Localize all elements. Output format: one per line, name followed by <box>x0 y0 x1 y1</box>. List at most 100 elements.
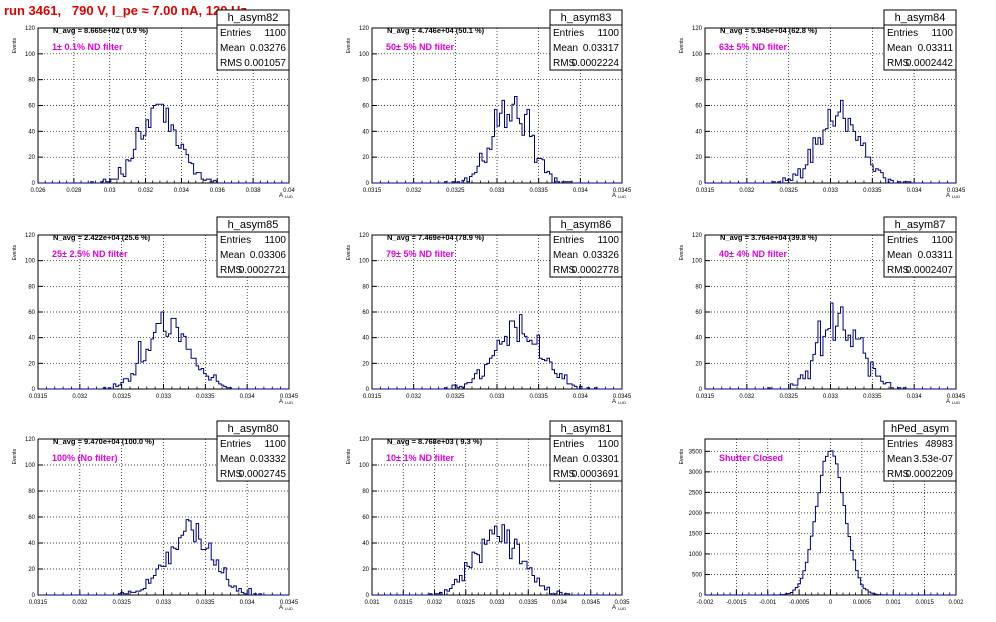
stats-rms-label: RMS <box>220 469 243 480</box>
stats-entries-label: Entries <box>220 439 251 450</box>
stats-mean-label: Mean <box>887 454 912 465</box>
x-tick-label: 0.032 <box>427 600 443 606</box>
x-axis-symbol: A <box>612 193 616 199</box>
y-tick-label: 3000 <box>689 470 703 476</box>
x-axis-subscript: LUD <box>618 194 626 199</box>
x-axis-subscript: LUD <box>285 400 293 405</box>
stats-entries-value: 1100 <box>597 439 619 450</box>
x-tick-label: 0.0335 <box>863 188 882 194</box>
stats-rms-label: RMS <box>553 58 576 69</box>
x-tick-label: 0.0335 <box>196 600 215 606</box>
stats-box <box>549 9 623 71</box>
x-tick-label: 0.032 <box>739 394 755 400</box>
stats-mean-value: 0.03326 <box>583 250 620 261</box>
filter-label: 79± 5% ND filter <box>386 249 454 259</box>
stats-entries-value: 1100 <box>931 28 953 39</box>
y-tick-label: 40 <box>695 129 702 135</box>
y-tick-label: 80 <box>28 78 35 84</box>
y-tick-label: 60 <box>28 104 35 110</box>
filter-label: 10± 1% ND filter <box>386 453 454 463</box>
x-tick-label: 0.033 <box>823 394 839 400</box>
y-axis-title: Events <box>346 38 352 54</box>
y-tick-label: 100 <box>25 52 36 58</box>
y-tick-label: 2000 <box>689 511 703 517</box>
y-axis-title: Events <box>346 449 352 465</box>
x-axis-subscript: LUD <box>618 400 626 405</box>
x-axis-symbol: A <box>279 399 283 405</box>
x-axis-symbol: A <box>612 605 616 611</box>
stats-title: h_asym81 <box>561 423 612 435</box>
y-tick-label: 80 <box>695 284 702 290</box>
histogram-line <box>705 99 956 184</box>
y-tick-label: 0 <box>366 387 370 393</box>
x-tick-label: 0.0315 <box>29 394 48 400</box>
y-tick-label: 80 <box>28 284 35 290</box>
x-tick-label: 0.0345 <box>280 600 299 606</box>
stats-mean-label: Mean <box>220 250 245 261</box>
x-tick-label: 0.04 <box>283 188 295 194</box>
x-tick-label: 0.0315 <box>363 394 382 400</box>
x-tick-label: 0.035 <box>614 600 630 606</box>
panel-h_asym82: 0.026 0.028 0.03 0.032 0.034 0.036 0.038 0.04 0 2… <box>12 9 295 199</box>
x-tick-label: -0.001 <box>759 600 777 606</box>
x-axis-subscript: LUD <box>952 194 960 199</box>
stats-box <box>216 9 290 71</box>
stats-box <box>883 9 957 71</box>
stats-rms-value: 0.001057 <box>244 58 286 69</box>
y-tick-label: 120 <box>25 233 36 239</box>
stats-mean-value: 3.53e-07 <box>914 454 954 465</box>
x-tick-label: 0.0345 <box>947 394 966 400</box>
stats-entries-value: 1100 <box>931 235 953 246</box>
stats-rms-label: RMS <box>220 58 243 69</box>
y-tick-label: 80 <box>362 284 369 290</box>
x-tick-label: 0.03 <box>104 188 116 194</box>
y-tick-label: 120 <box>692 233 703 239</box>
navg-label: N_avg = 3.764e+04 (39.8 %) <box>720 233 818 242</box>
x-tick-label: 0.034 <box>907 394 923 400</box>
x-tick-label: 0.028 <box>66 188 82 194</box>
filter-label: Shutter Closed <box>719 453 783 463</box>
x-tick-label: 0.0315 <box>29 600 48 606</box>
x-tick-label: 0.038 <box>246 188 262 194</box>
y-axis-title: Events <box>679 245 685 261</box>
y-tick-label: 500 <box>692 572 703 578</box>
x-tick-label: 0.032 <box>138 188 154 194</box>
x-tick-label: 0.0325 <box>112 600 131 606</box>
y-tick-label: 60 <box>695 310 702 316</box>
stats-rms-value: 0.0002745 <box>239 469 287 480</box>
x-tick-label: 0.0345 <box>947 188 966 194</box>
stats-title: h_asym84 <box>895 12 946 24</box>
stats-box <box>216 420 290 482</box>
y-tick-label: 60 <box>362 515 369 521</box>
y-tick-label: 120 <box>25 26 36 32</box>
histogram-line <box>38 311 289 390</box>
y-tick-label: 0 <box>32 593 36 599</box>
stats-entries-value: 1100 <box>264 235 286 246</box>
stats-mean-value: 0.03306 <box>250 250 287 261</box>
stats-entries-value: 1100 <box>264 439 286 450</box>
y-tick-label: 80 <box>362 78 369 84</box>
x-axis-title: A LUD <box>279 605 293 611</box>
x-axis-subscript: LUD <box>285 606 293 611</box>
histogram-line <box>38 519 289 596</box>
stats-mean-label: Mean <box>553 454 578 465</box>
x-tick-label: 0.0345 <box>280 394 299 400</box>
x-tick-label: 0.0325 <box>779 394 798 400</box>
y-tick-label: 100 <box>359 259 370 265</box>
stats-entries-value: 1100 <box>597 235 619 246</box>
navg-label: N_avg = 4.746e+04 (50.1 %) <box>387 26 485 35</box>
y-tick-label: 2500 <box>689 490 703 496</box>
y-tick-label: 100 <box>692 52 703 58</box>
stats-rms-label: RMS <box>220 265 243 276</box>
y-tick-label: 40 <box>362 129 369 135</box>
stats-rms-label: RMS <box>553 469 576 480</box>
x-tick-label: 0.0325 <box>112 394 131 400</box>
y-tick-label: 120 <box>359 233 370 239</box>
y-tick-label: 20 <box>362 567 369 573</box>
x-tick-label: -0.002 <box>696 600 714 606</box>
stats-box <box>549 420 623 482</box>
filter-label: 40± 4% ND filter <box>719 249 787 259</box>
y-tick-label: 40 <box>28 129 35 135</box>
stats-title: h_asym86 <box>561 219 612 231</box>
